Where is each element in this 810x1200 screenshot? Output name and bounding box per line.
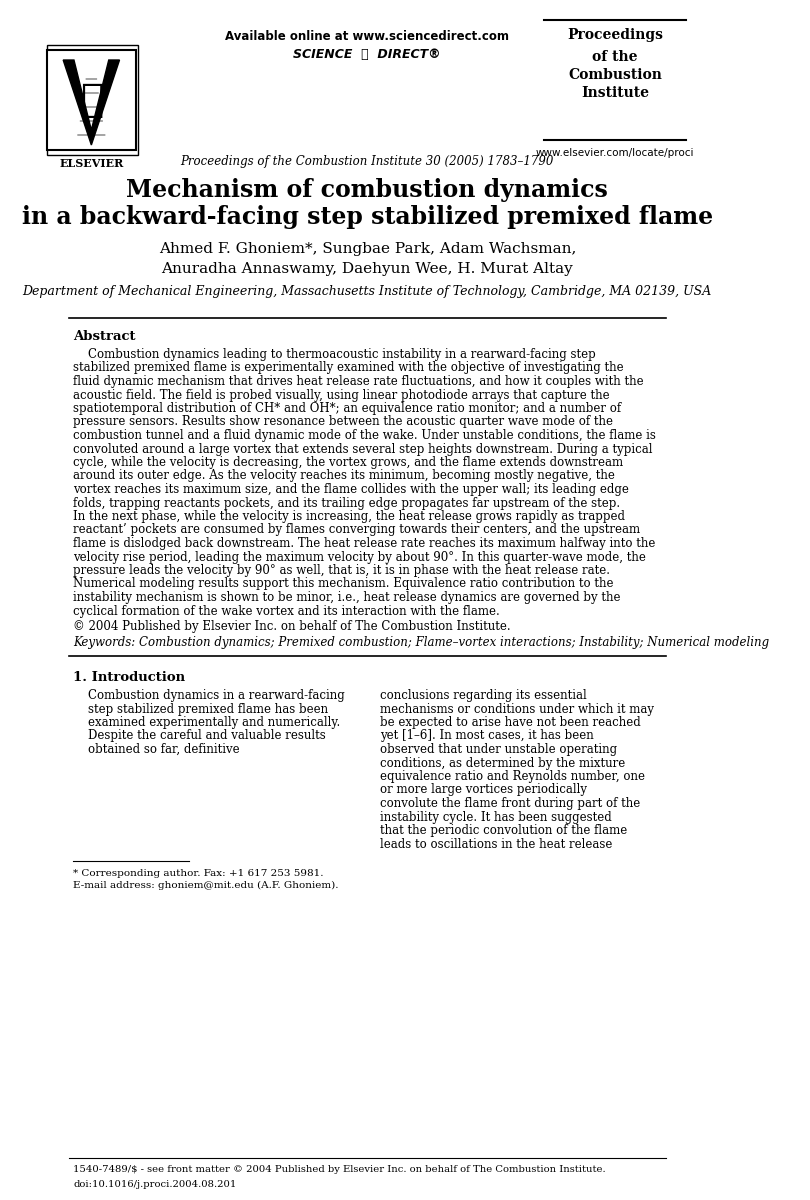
Text: © 2004 Published by Elsevier Inc. on behalf of The Combustion Institute.: © 2004 Published by Elsevier Inc. on beh…: [73, 620, 511, 634]
Text: www.elsevier.com/locate/proci: www.elsevier.com/locate/proci: [535, 148, 694, 158]
FancyBboxPatch shape: [47, 44, 138, 155]
Text: 1. Introduction: 1. Introduction: [73, 671, 185, 684]
Text: cycle, while the velocity is decreasing, the vortex grows, and the flame extends: cycle, while the velocity is decreasing,…: [73, 456, 623, 469]
Text: SCIENCE  ⓓ  DIRECT®: SCIENCE ⓓ DIRECT®: [293, 48, 441, 61]
Text: acoustic field. The field is probed visually, using linear photodiode arrays tha: acoustic field. The field is probed visu…: [73, 389, 610, 402]
Text: Combustion dynamics leading to thermoacoustic instability in a rearward-facing s: Combustion dynamics leading to thermoaco…: [73, 348, 596, 361]
Text: mechanisms or conditions under which it may: mechanisms or conditions under which it …: [380, 702, 654, 715]
Text: examined experimentally and numerically.: examined experimentally and numerically.: [88, 716, 340, 728]
Text: ELSEVIER: ELSEVIER: [59, 158, 123, 169]
Text: Numerical modeling results support this mechanism. Equivalence ratio contributio: Numerical modeling results support this …: [73, 577, 614, 590]
Text: Proceedings of the Combustion Institute 30 (2005) 1783–1790: Proceedings of the Combustion Institute …: [181, 155, 554, 168]
Text: Institute: Institute: [581, 86, 649, 100]
Text: Abstract: Abstract: [73, 330, 135, 343]
Text: cyclical formation of the wake vortex and its interaction with the flame.: cyclical formation of the wake vortex an…: [73, 605, 500, 618]
Text: yet [1–6]. In most cases, it has been: yet [1–6]. In most cases, it has been: [380, 730, 594, 743]
Text: convolute the flame front during part of the: convolute the flame front during part of…: [380, 797, 640, 810]
Text: equivalence ratio and Reynolds number, one: equivalence ratio and Reynolds number, o…: [380, 770, 645, 782]
Text: be expected to arise have not been reached: be expected to arise have not been reach…: [380, 716, 641, 728]
Text: observed that under unstable operating: observed that under unstable operating: [380, 743, 617, 756]
Text: Combustion: Combustion: [568, 68, 662, 82]
Text: convoluted around a large vortex that extends several step heights downstream. D: convoluted around a large vortex that ex…: [73, 443, 653, 456]
Text: 🌳: 🌳: [79, 80, 103, 119]
Text: conditions, as determined by the mixture: conditions, as determined by the mixture: [380, 756, 625, 769]
Text: fluid dynamic mechanism that drives heat release rate fluctuations, and how it c: fluid dynamic mechanism that drives heat…: [73, 374, 644, 388]
Text: conclusions regarding its essential: conclusions regarding its essential: [380, 689, 586, 702]
Text: obtained so far, definitive: obtained so far, definitive: [88, 743, 240, 756]
Text: that the periodic convolution of the flame: that the periodic convolution of the fla…: [380, 824, 627, 838]
Text: combustion tunnel and a fluid dynamic mode of the wake. Under unstable condition: combustion tunnel and a fluid dynamic mo…: [73, 428, 656, 442]
Text: Ahmed F. Ghoniem*, Sungbae Park, Adam Wachsman,: Ahmed F. Ghoniem*, Sungbae Park, Adam Wa…: [159, 242, 576, 256]
Text: flame is dislodged back downstream. The heat release rate reaches its maximum ha: flame is dislodged back downstream. The …: [73, 538, 655, 550]
Text: instability mechanism is shown to be minor, i.e., heat release dynamics are gove: instability mechanism is shown to be min…: [73, 590, 620, 604]
Text: Keywords: Combustion dynamics; Premixed combustion; Flame–vortex interactions; I: Keywords: Combustion dynamics; Premixed …: [73, 636, 770, 649]
Text: pressure leads the velocity by 90° as well, that is, it is in phase with the hea: pressure leads the velocity by 90° as we…: [73, 564, 610, 577]
Text: leads to oscillations in the heat release: leads to oscillations in the heat releas…: [380, 838, 612, 851]
Text: stabilized premixed flame is experimentally examined with the objective of inves: stabilized premixed flame is experimenta…: [73, 361, 624, 374]
Text: folds, trapping reactants pockets, and its trailing edge propagates far upstream: folds, trapping reactants pockets, and i…: [73, 497, 620, 510]
Text: Despite the careful and valuable results: Despite the careful and valuable results: [88, 730, 326, 743]
Text: step stabilized premixed flame has been: step stabilized premixed flame has been: [88, 702, 328, 715]
Text: vortex reaches its maximum size, and the flame collides with the upper wall; its: vortex reaches its maximum size, and the…: [73, 482, 629, 496]
Text: E-mail address: ghoniem@mit.edu (A.F. Ghoniem).: E-mail address: ghoniem@mit.edu (A.F. Gh…: [73, 881, 339, 890]
Text: or more large vortices periodically: or more large vortices periodically: [380, 784, 586, 797]
Text: in a backward-facing step stabilized premixed flame: in a backward-facing step stabilized pre…: [22, 205, 713, 229]
Text: spatiotemporal distribution of CH* and OH*; an equivalence ratio monitor; and a : spatiotemporal distribution of CH* and O…: [73, 402, 621, 415]
Text: pressure sensors. Results show resonance between the acoustic quarter wave mode : pressure sensors. Results show resonance…: [73, 415, 613, 428]
Text: 1540-7489/$ - see front matter © 2004 Published by Elsevier Inc. on behalf of Th: 1540-7489/$ - see front matter © 2004 Pu…: [73, 1165, 606, 1174]
Text: Anuradha Annaswamy, Daehyun Wee, H. Murat Altay: Anuradha Annaswamy, Daehyun Wee, H. Mura…: [161, 262, 573, 276]
Text: Proceedings: Proceedings: [567, 28, 663, 42]
Text: of the: of the: [592, 50, 637, 64]
Text: velocity rise period, leading the maximum velocity by about 90°. In this quarter: velocity rise period, leading the maximu…: [73, 551, 646, 564]
Polygon shape: [63, 60, 120, 145]
Text: * Corresponding author. Fax: +1 617 253 5981.: * Corresponding author. Fax: +1 617 253 …: [73, 869, 324, 878]
Text: Department of Mechanical Engineering, Massachusetts Institute of Technology, Cam: Department of Mechanical Engineering, Ma…: [23, 284, 712, 298]
Text: reactant’ pockets are consumed by flames converging towards their centers, and t: reactant’ pockets are consumed by flames…: [73, 523, 640, 536]
Text: doi:10.1016/j.proci.2004.08.201: doi:10.1016/j.proci.2004.08.201: [73, 1180, 237, 1189]
Text: instability cycle. It has been suggested: instability cycle. It has been suggested: [380, 810, 612, 823]
Text: Mechanism of combustion dynamics: Mechanism of combustion dynamics: [126, 178, 608, 202]
Text: In the next phase, while the velocity is increasing, the heat release grows rapi: In the next phase, while the velocity is…: [73, 510, 625, 523]
Text: Combustion dynamics in a rearward-facing: Combustion dynamics in a rearward-facing: [88, 689, 345, 702]
Text: Available online at www.sciencedirect.com: Available online at www.sciencedirect.co…: [225, 30, 509, 43]
Text: around its outer edge. As the velocity reaches its minimum, becoming mostly nega: around its outer edge. As the velocity r…: [73, 469, 615, 482]
Bar: [47, 50, 136, 150]
